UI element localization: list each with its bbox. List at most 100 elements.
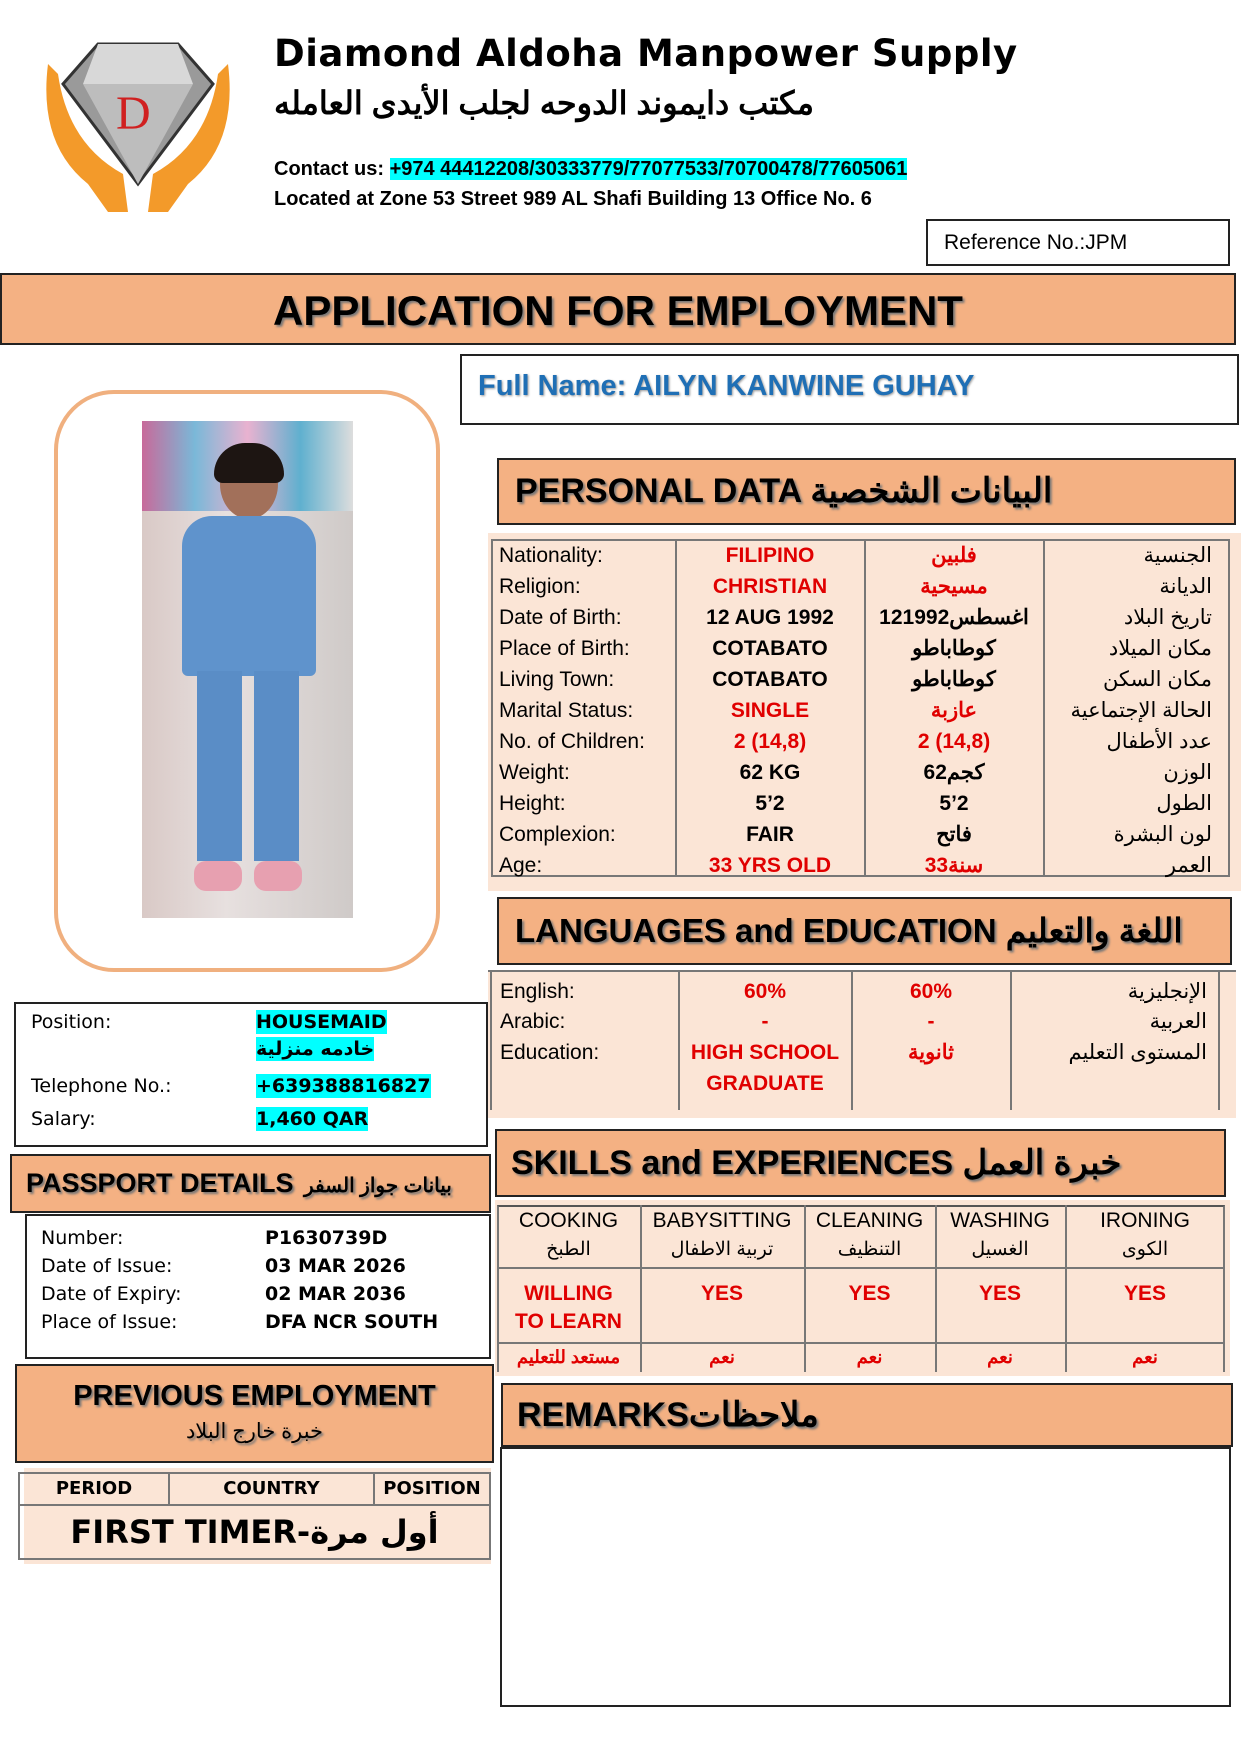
previous-employment-table: PERIOD COUNTRY POSITION FIRST TIMER-أول … xyxy=(18,1472,491,1560)
page-title: APPLICATION FOR EMPLOYMENT xyxy=(273,287,963,334)
salary-label: Salary: xyxy=(31,1108,96,1130)
passport-box: Number: P1630739D Date of Issue: 03 MAR … xyxy=(25,1214,491,1359)
passport-number: P1630739D xyxy=(265,1227,388,1249)
skill-name: WASHING xyxy=(950,1209,1050,1232)
skill-value-ar: نعم xyxy=(856,1347,883,1367)
lang-english-label: English: xyxy=(500,980,575,1003)
personal-label: Living Town: xyxy=(499,668,615,691)
issue-date: 03 MAR 2026 xyxy=(265,1255,406,1277)
skill-value-ar: نعم xyxy=(709,1347,735,1367)
skills-heading: SKILLS and EXPERIENCES خبرة العمل xyxy=(511,1144,1122,1182)
lang-arabic-value: - xyxy=(761,1010,769,1033)
skill-value-ar: مستعد للتعليم xyxy=(516,1347,621,1367)
reference-box: Reference No.:JPM xyxy=(926,219,1230,266)
personal-label-ar: مكان السكن xyxy=(1102,668,1212,691)
remarks-heading: REMARKSملاحظات xyxy=(517,1396,819,1434)
previous-employment-panel xyxy=(24,1468,491,1564)
personal-value-ar: 33سنة xyxy=(924,854,984,877)
personal-label-ar: تاريخ البلاد xyxy=(1123,606,1212,629)
skills-panel xyxy=(495,1200,1230,1376)
skill-name-ar: الكوى xyxy=(1121,1239,1169,1260)
title-banner: APPLICATION FOR EMPLOYMENT xyxy=(0,273,1236,345)
position-label: Position: xyxy=(31,1011,112,1033)
remarks-box[interactable] xyxy=(500,1447,1231,1707)
personal-label: Height: xyxy=(499,792,566,815)
personal-value: FAIR xyxy=(746,823,794,846)
passport-number-label: Number: xyxy=(41,1227,124,1249)
skill-value: YES xyxy=(978,1282,1022,1305)
contact-line: Contact us: +974 44412208/30333779/77077… xyxy=(274,158,908,181)
column-position: POSITION xyxy=(383,1478,481,1499)
personal-value-ar: مسيحية xyxy=(920,575,988,598)
salary-value: 1,460 QAR xyxy=(256,1107,369,1131)
education-value-line2: GRADUATE xyxy=(706,1072,824,1095)
passport-heading-ar: بيانات جواز السفر xyxy=(303,1175,452,1197)
skill-name: BABYSITTING xyxy=(652,1209,792,1232)
personal-value-ar: 62كجم xyxy=(923,761,985,784)
expiry-date-label: Date of Expiry: xyxy=(41,1283,182,1305)
personal-label-ar: الطول xyxy=(1156,792,1212,815)
contact-label: Contact us: xyxy=(274,158,384,180)
phone-label: Telephone No.: xyxy=(31,1075,172,1097)
education-label-ar: المستوى التعليم xyxy=(1068,1041,1207,1064)
phone-value: +639388816827 xyxy=(256,1074,431,1098)
previous-employment-value: FIRST TIMER-أول مرة xyxy=(70,1513,439,1551)
personal-label-ar: مكان الميلاد xyxy=(1108,637,1212,660)
previous-employment-heading: PREVIOUS EMPLOYMENT xyxy=(73,1380,436,1412)
issue-date-label: Date of Issue: xyxy=(41,1255,173,1277)
full-name: Full Name: AILYN KANWINE GUHAY xyxy=(478,370,975,402)
skill-name-ar: الغسيل xyxy=(971,1239,1029,1260)
personal-value: 12 AUG 1992 xyxy=(706,606,834,629)
personal-value-ar: 12اغسطس1992 xyxy=(879,606,1029,629)
personal-label: Religion: xyxy=(499,575,581,598)
personal-value: 62 KG xyxy=(739,761,801,784)
job-box: Position: HOUSEMAID خادمه منزلية Telepho… xyxy=(14,1002,488,1147)
personal-label: Date of Birth: xyxy=(499,606,622,629)
skill-value-ar: نعم xyxy=(1132,1347,1158,1367)
personal-value: 33 YRS OLD xyxy=(708,854,832,877)
personal-label-ar: العمر xyxy=(1165,854,1212,877)
lang-english-label-ar: الإنجليزية xyxy=(1127,980,1207,1003)
full-name-box: Full Name: AILYN KANWINE GUHAY xyxy=(460,354,1239,425)
skill-value: YES xyxy=(1123,1282,1167,1305)
reference-number: Reference No.:JPM xyxy=(944,231,1128,254)
remarks-header: REMARKSملاحظات xyxy=(501,1383,1233,1447)
personal-value-ar: 5’2 xyxy=(939,792,969,815)
personal-value-ar: كوطاباطو xyxy=(912,668,996,691)
personal-value: COTABATO xyxy=(712,637,828,660)
personal-label-ar: عدد الأطفال xyxy=(1106,730,1212,753)
company-logo: D xyxy=(28,34,248,214)
address: Located at Zone 53 Street 989 AL Shafi B… xyxy=(274,188,872,210)
place-of-issue-label: Place of Issue: xyxy=(41,1311,178,1333)
personal-label: No. of Children: xyxy=(499,730,645,753)
applicant-photo xyxy=(142,421,353,918)
education-value: HIGH SCHOOL xyxy=(690,1041,840,1064)
skill-value: YES xyxy=(700,1282,744,1305)
personal-label-ar: الجنسية xyxy=(1143,544,1212,567)
personal-value: FILIPINO xyxy=(725,544,815,567)
personal-label: Nationality: xyxy=(499,544,603,567)
photo-frame xyxy=(54,390,440,972)
languages-header: LANGUAGES and EDUCATION اللغة والتعليم xyxy=(497,897,1232,965)
skill-value-line2: TO LEARN xyxy=(515,1310,622,1333)
personal-value: 5’2 xyxy=(755,792,785,815)
skill-name: COOKING xyxy=(518,1209,619,1232)
column-period: PERIOD xyxy=(55,1478,133,1499)
personal-value: CHRISTIAN xyxy=(712,575,828,598)
personal-data-heading: PERSONAL DATA البيانات الشخصية xyxy=(515,472,1053,510)
personal-label-ar: الحالة الإجتماعية xyxy=(1070,699,1212,722)
position-value-ar: خادمه منزلية xyxy=(256,1037,375,1061)
personal-value-ar: 2 (14,8) xyxy=(917,730,991,753)
skills-header: SKILLS and EXPERIENCES خبرة العمل xyxy=(495,1129,1226,1197)
skill-name: IRONING xyxy=(1100,1209,1190,1232)
personal-value: SINGLE xyxy=(730,699,810,722)
languages-heading: LANGUAGES and EDUCATION اللغة والتعليم xyxy=(515,912,1183,949)
previous-employment-header: PREVIOUS EMPLOYMENT خبرة خارج البلاد xyxy=(15,1364,494,1463)
diamond-hands-logo-icon: D xyxy=(46,42,230,212)
skills-table xyxy=(497,1205,1225,1372)
passport-heading: PASSPORT DETAILS xyxy=(26,1168,294,1198)
skill-value: WILLING xyxy=(524,1282,613,1305)
lang-english-value: 60% xyxy=(743,980,787,1003)
lang-arabic-value-ar: - xyxy=(927,1010,935,1033)
place-of-issue: DFA NCR SOUTH xyxy=(265,1311,439,1333)
